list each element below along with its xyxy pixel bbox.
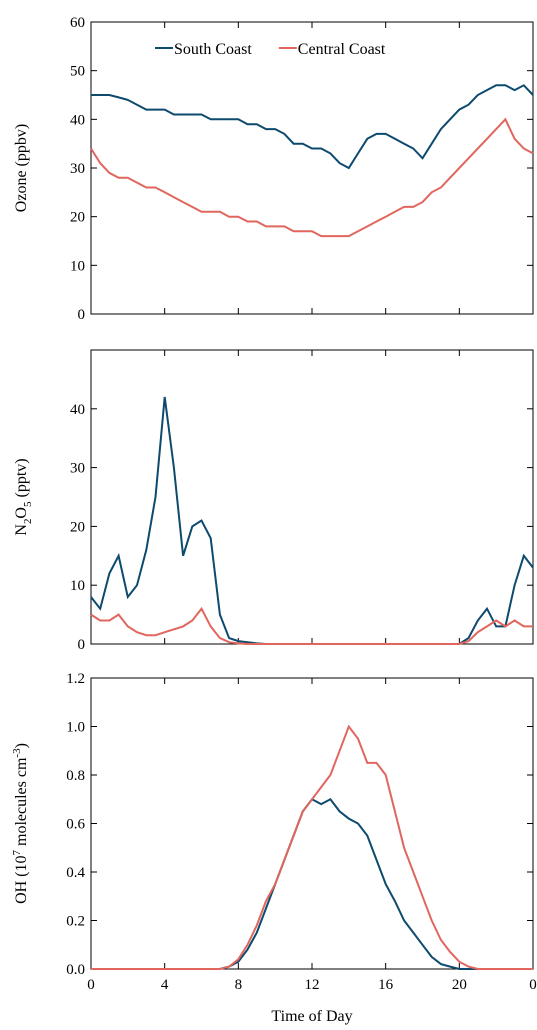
x-tick-label: 12	[305, 977, 320, 993]
y-axis-label-part: )	[13, 743, 30, 748]
y-axis-label-part: 2	[22, 519, 34, 525]
y-tick-label: 50	[70, 64, 85, 80]
y-tick-label: 0	[78, 307, 86, 323]
y-tick-label: 0.2	[66, 914, 85, 930]
y-axis-label-part: OH (10	[13, 855, 30, 903]
x-tick-label: 0	[529, 977, 537, 993]
y-tick-label: 0.0	[66, 962, 85, 978]
legend-label: Central Coast	[298, 41, 386, 58]
y-axis-label-part: (pptv)	[13, 458, 30, 501]
y-tick-label: 30	[70, 461, 85, 477]
y-axis-label-part: 7	[11, 849, 23, 855]
plot-frame	[90, 677, 534, 970]
y-tick-label: 60	[70, 15, 85, 31]
x-tick-label: 16	[378, 977, 394, 993]
x-tick-label: 4	[161, 977, 169, 993]
y-tick-label: 10	[70, 578, 85, 594]
y-axis-label-part: 5	[22, 501, 34, 507]
y-axis-label-part: N	[13, 524, 30, 536]
series-line	[91, 798, 533, 970]
y-axis-label: Ozone (ppbv)	[13, 124, 30, 212]
y-tick-label: 0.8	[66, 768, 85, 784]
y-tick-label: 0.6	[66, 817, 85, 833]
x-axis-label: Time of Day	[271, 1008, 352, 1025]
y-tick-label: 20	[70, 210, 85, 226]
series-line	[90, 117, 534, 238]
y-tick-label: 10	[70, 258, 85, 274]
x-tick-label: 20	[452, 977, 467, 993]
legend-label: South Coast	[174, 41, 252, 58]
y-tick-label: 40	[70, 402, 85, 418]
x-tick-label: 8	[235, 977, 243, 993]
x-tick-label: 0	[87, 977, 95, 993]
y-tick-label: 20	[70, 519, 85, 535]
y-axis-label: OH (107 molecules cm-3)	[11, 743, 30, 904]
y-tick-label: 0	[78, 637, 86, 653]
y-tick-label: 0.4	[66, 865, 85, 881]
plot-frame	[90, 349, 534, 645]
y-axis-label: N2O5 (pptv)	[13, 458, 34, 535]
y-axis-label-part: O	[13, 507, 30, 519]
y-tick-label: 1.0	[66, 720, 85, 736]
y-tick-label: 40	[70, 112, 85, 128]
series-line	[91, 724, 533, 970]
y-axis-label-part: -3	[11, 748, 23, 758]
plot-frame	[90, 21, 534, 315]
y-axis-label-part: molecules cm	[13, 757, 30, 850]
series-line	[91, 84, 534, 170]
y-tick-label: 1.2	[66, 671, 85, 687]
y-axis-label-part: Ozone (ppbv)	[13, 124, 30, 212]
series-line	[90, 396, 534, 645]
y-tick-label: 30	[70, 161, 85, 177]
series-line	[90, 606, 533, 645]
